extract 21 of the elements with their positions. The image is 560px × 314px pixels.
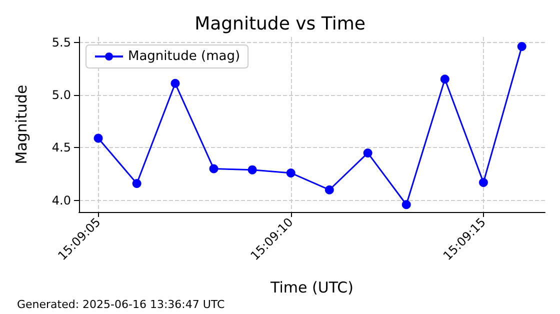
point (170, 78, 180, 88)
point (402, 200, 411, 210)
point (324, 185, 334, 194)
legend-label: Magnitude (mag) (128, 49, 240, 64)
y-tick-label: 5.5 (52, 35, 71, 50)
y-tick-label: 4.5 (52, 140, 71, 155)
y-tick-label: 4.0 (52, 193, 71, 208)
point (94, 134, 103, 143)
point (248, 165, 257, 174)
text: Generated: 2025-06-16 13:36:47 UTC (17, 298, 226, 311)
point (440, 74, 450, 84)
chart-title: Magnitude vs Time (194, 14, 366, 34)
x-axis-title: Time (UTC) (270, 278, 354, 296)
point (478, 178, 488, 187)
y-tick-label: 5.0 (52, 88, 71, 102)
point (286, 168, 296, 178)
y-axis-title: Magnitude (12, 84, 30, 164)
point (132, 179, 142, 188)
point (363, 148, 372, 158)
point (209, 164, 218, 174)
point (517, 42, 526, 51)
